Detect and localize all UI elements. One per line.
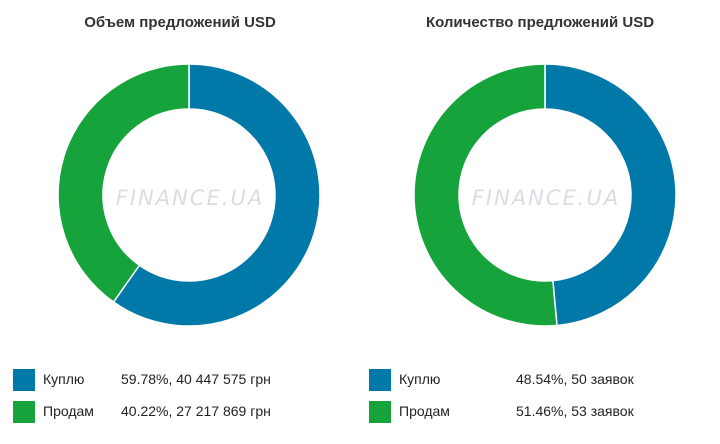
legend-label: Куплю	[399, 371, 441, 387]
legend-swatch-buy	[13, 369, 35, 391]
legend-swatch-sell	[13, 401, 35, 423]
donut-slice-buy[interactable]	[544, 63, 677, 327]
count-chart-panel: Количество предложений USD FINANCE.UA Ку…	[360, 0, 720, 444]
chart-title: Количество предложений USD	[425, 14, 655, 31]
volume-donut-chart	[57, 63, 321, 327]
donut-slice-sell[interactable]	[57, 63, 190, 304]
chart-title: Объем предложений USD	[84, 14, 276, 31]
donut-slice-buy[interactable]	[112, 63, 321, 327]
legend-item-buy[interactable]: Куплю 59.78%, 40 447 575 грн	[13, 368, 353, 392]
legend-value: 59.78%, 40 447 575 грн	[121, 371, 271, 387]
legend-value: 48.54%, 50 заявок	[516, 371, 634, 387]
legend-value: 40.22%, 27 217 869 грн	[121, 403, 271, 419]
count-donut-chart	[413, 63, 677, 327]
watermark-logo: FINANCE.UA	[115, 186, 265, 210]
legend-label: Куплю	[43, 371, 85, 387]
legend-item-sell[interactable]: Продам 40.22%, 27 217 869 грн	[13, 400, 353, 424]
watermark-logo: FINANCE.UA	[471, 186, 621, 210]
legend-item-buy[interactable]: Куплю 48.54%, 50 заявок	[369, 368, 709, 392]
legend-swatch-buy	[369, 369, 391, 391]
donut-slice-sell[interactable]	[413, 63, 558, 327]
legend-label: Продам	[43, 403, 94, 419]
legend-label: Продам	[399, 403, 450, 419]
legend-swatch-sell	[369, 401, 391, 423]
legend-item-sell[interactable]: Продам 51.46%, 53 заявок	[369, 400, 709, 424]
volume-chart-panel: Объем предложений USD FINANCE.UA Куплю 5…	[13, 14, 353, 424]
legend-value: 51.46%, 53 заявок	[516, 403, 634, 419]
